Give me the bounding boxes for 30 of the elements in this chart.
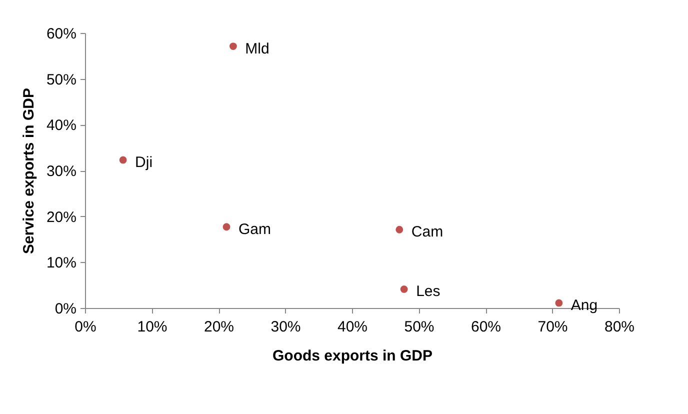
x-tick-label: 0% <box>74 318 96 336</box>
x-tick-label: 30% <box>270 318 301 336</box>
x-tick-label: 60% <box>470 318 502 336</box>
point <box>555 299 563 307</box>
annotation: Dji <box>135 154 153 171</box>
x-axis-title: Goods exports in GDP <box>272 348 433 364</box>
y-tick-label: 30% <box>46 163 76 180</box>
point <box>119 156 127 164</box>
x-tick-label: 40% <box>337 318 368 336</box>
x-tick-label: 10% <box>137 318 168 336</box>
point <box>400 286 408 293</box>
y-tick-label: 50% <box>46 71 76 88</box>
y-tick-label: 60% <box>46 26 76 42</box>
y-axis-title: Service exports in GDP <box>20 88 38 254</box>
x-tick-label: 80% <box>604 318 635 336</box>
point <box>396 226 404 234</box>
annotation: Gam <box>238 220 272 238</box>
point <box>229 42 237 50</box>
x-tick-label: 20% <box>204 318 234 336</box>
y-tick-label: 0% <box>54 300 76 318</box>
y-tick-label: 40% <box>46 117 76 134</box>
x-tick-label: 70% <box>538 318 568 336</box>
annotation: Les <box>416 283 440 300</box>
x-tick-label: 50% <box>404 318 434 336</box>
y-tick-label: 10% <box>46 254 76 272</box>
annotation: Cam <box>411 224 444 241</box>
annotation: Ang <box>570 296 598 314</box>
point <box>222 223 230 231</box>
y-tick-label: 20% <box>46 208 76 226</box>
annotation: Mld <box>245 40 270 58</box>
